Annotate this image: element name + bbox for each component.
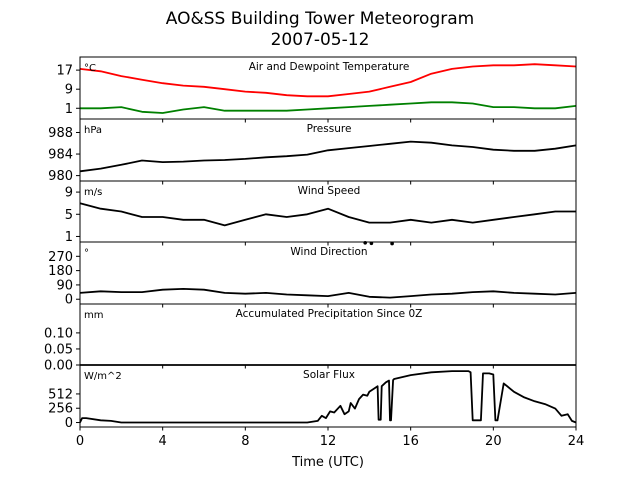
y-tick-label: 9	[65, 186, 73, 201]
y-tick-label: 984	[48, 148, 73, 163]
y-tick-label: 0	[65, 416, 73, 431]
panel-1-unit: °C	[84, 63, 96, 74]
x-tick-label: 0	[76, 434, 84, 449]
x-tick-label: 20	[485, 434, 502, 449]
y-tick-label: 270	[48, 250, 73, 265]
panel-4-series-1	[79, 287, 577, 299]
x-axis-label: Time (UTC)	[291, 455, 364, 470]
panel-5-unit: mm	[84, 310, 103, 321]
y-tick-label: 0.10	[44, 326, 73, 341]
panel-1-series-2	[80, 101, 577, 114]
panel-6-title: Solar Flux	[303, 369, 355, 381]
panel-1-title: Air and Dewpoint Temperature	[249, 61, 410, 73]
y-tick-label: 0	[65, 293, 73, 308]
x-tick-label: 8	[241, 434, 249, 449]
y-tick-label: 90	[56, 278, 73, 293]
y-tick-label: 1	[65, 230, 73, 245]
panel-4-unit: °	[84, 248, 89, 259]
panel-2-series-1	[79, 140, 577, 173]
y-tick-label: 17	[56, 64, 73, 79]
y-tick-label: 0.00	[44, 359, 73, 374]
panel-5-title: Accumulated Precipitation Since 0Z	[236, 308, 423, 320]
panel-4-title: Wind Direction	[290, 246, 367, 258]
y-tick-label: 0.05	[44, 342, 73, 357]
y-tick-label: 980	[48, 169, 73, 184]
panel-3-series-1	[79, 202, 576, 227]
figure-subtitle: 2007-05-12	[270, 30, 370, 50]
panel-1-series-1	[79, 63, 577, 98]
x-tick-label: 4	[159, 434, 167, 449]
panel-2-title: Pressure	[307, 123, 352, 135]
panel-4-point	[390, 241, 394, 246]
figure-title: AO&SS Building Tower Meteorogram	[165, 9, 475, 29]
panel-6-series-1	[79, 370, 577, 424]
y-tick-label: 256	[48, 402, 73, 417]
y-tick-label: 5	[65, 208, 73, 223]
panel-2-unit: hPa	[84, 125, 102, 136]
panel-6-unit: W/m^2	[84, 371, 122, 382]
y-tick-label: 988	[48, 126, 73, 141]
y-tick-label: 9	[65, 83, 73, 98]
y-tick-label: 1	[65, 102, 73, 117]
panel-3-title: Wind Speed	[298, 185, 361, 197]
x-tick-label: 12	[320, 434, 337, 449]
y-tick-label: 512	[48, 387, 73, 402]
panel-3-unit: m/s	[84, 187, 102, 198]
x-tick-label: 16	[402, 434, 419, 449]
y-tick-label: 180	[48, 264, 73, 279]
x-tick-label: 24	[568, 434, 585, 449]
